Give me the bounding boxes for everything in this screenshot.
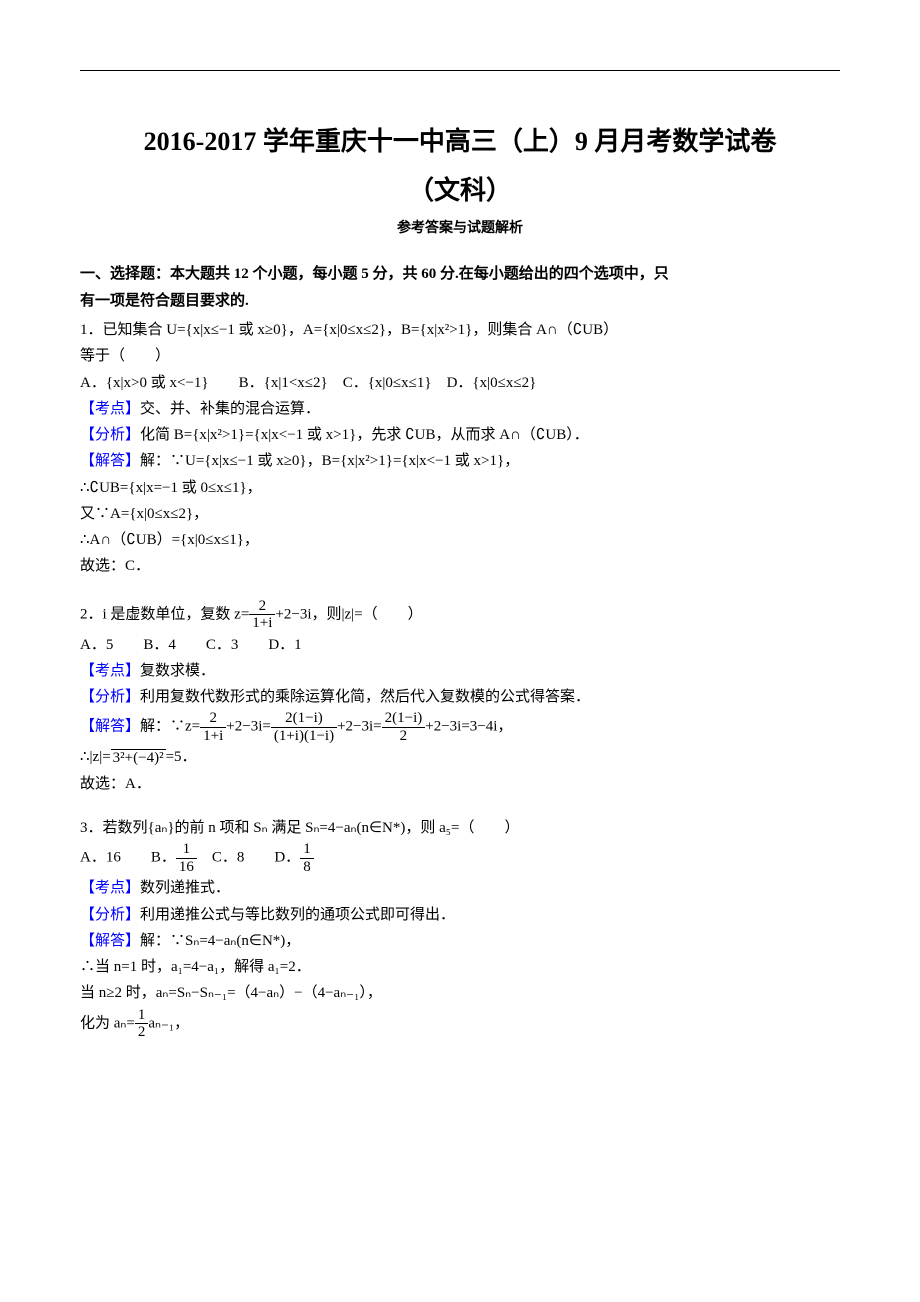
q3-fracD-den: 8 xyxy=(300,859,314,876)
q2-jd-pre: 解：∵z= xyxy=(140,719,200,735)
kaodian-label: 【考点】 xyxy=(80,880,140,896)
q3-jieda-l2: ∴当 n=1 时，a₁=4−a₁，解得 a₁=2． xyxy=(80,954,840,980)
title-line-2: （文科） xyxy=(80,170,840,207)
q2-jd-mid3: +2−3i=3−4i， xyxy=(425,719,512,735)
q2-jd-mid1: +2−3i= xyxy=(226,719,271,735)
q3-frac-half-num: 1 xyxy=(135,1007,149,1025)
q3-frac-half-den: 2 xyxy=(135,1024,149,1041)
q1-jieda-l3: 又∵A={x|0≤x≤2}， xyxy=(80,501,840,527)
fenxi-label: 【分析】 xyxy=(80,907,140,923)
q3-fenxi-text: 利用递推公式与等比数列的通项公式即可得出． xyxy=(140,907,455,923)
q3-fracD-num: 1 xyxy=(300,841,314,859)
q1-stem-l1: 1．已知集合 U={x|x≤−1 或 x≥0}，A={x|0≤x≤2}，B={x… xyxy=(80,317,840,343)
q2-frac3: 2(1−i)(1+i)(1−i) xyxy=(271,710,337,744)
kaodian-label: 【考点】 xyxy=(80,401,140,417)
q2-jd-l2-post: =5． xyxy=(166,749,197,765)
q2-sqrt: 3²+(−4)² xyxy=(111,749,166,766)
q1-jieda-text1: 解：∵U={x|x≤−1 或 x≥0}，B={x|x²>1}={x|x<−1 或… xyxy=(140,453,519,469)
section-1-header: 一、选择题：本大题共 12 个小题，每小题 5 分，共 60 分.在每小题给出的… xyxy=(80,261,840,315)
q2-frac3-den: (1+i)(1−i) xyxy=(271,728,337,745)
q2-stem-pre: 2．i 是虚数单位，复数 z= xyxy=(80,606,249,622)
q3-stem: 3．若数列{aₙ}的前 n 项和 Sₙ 满足 Sₙ=4−aₙ(n∈N*)，则 a… xyxy=(80,815,840,841)
q3-jd-l1: 解：∵Sₙ=4−aₙ(n∈N*)， xyxy=(140,933,300,949)
q1-options: A．{x|x>0 或 x<−1} B．{x|1<x≤2} C．{x|0≤x≤1}… xyxy=(80,370,840,396)
q2-frac3-num: 2(1−i) xyxy=(271,710,337,728)
q3-jd-l4-pre: 化为 aₙ= xyxy=(80,1015,135,1031)
q3-fracB-num: 1 xyxy=(176,841,197,859)
fenxi-label: 【分析】 xyxy=(80,689,140,705)
q3-optA: A．16 B． xyxy=(80,850,176,866)
q1-fenxi-text: 化简 B={x|x²>1}={x|x<−1 或 x>1}，先求 ∁UB，从而求 … xyxy=(140,427,589,443)
q3-jieda-l3: 当 n≥2 时，aₙ=Sₙ−Sₙ₋₁=（4−aₙ）−（4−aₙ₋₁）， xyxy=(80,980,840,1006)
q1-kaodian: 【考点】交、并、补集的混合运算． xyxy=(80,396,840,422)
kaodian-label: 【考点】 xyxy=(80,663,140,679)
q3-optC: C．8 D． xyxy=(197,850,300,866)
q2-jieda-l2: ∴|z|=3²+(−4)²=5． xyxy=(80,744,840,771)
title-line-1: 2016-2017 学年重庆十一中高三（上）9 月月考数学试卷 xyxy=(80,121,840,158)
q2-jd-mid2: +2−3i= xyxy=(337,719,382,735)
section-1-header-l1: 一、选择题：本大题共 12 个小题，每小题 5 分，共 60 分.在每小题给出的… xyxy=(80,266,669,282)
q2-kaodian-text: 复数求模． xyxy=(140,663,215,679)
q1-stem-l2: 等于（ ） xyxy=(80,343,840,369)
q2-frac2-den: 1+i xyxy=(200,728,226,745)
q2-jieda-l3: 故选：A． xyxy=(80,771,840,797)
q3-jieda-l4: 化为 aₙ=12aₙ₋₁， xyxy=(80,1007,840,1041)
q2-jd-l2-pre: ∴|z|= xyxy=(80,749,111,765)
q3-fracB: 116 xyxy=(176,841,197,875)
q3-jd-l4-post: aₙ₋₁， xyxy=(148,1015,189,1031)
q2-frac4-num: 2(1−i) xyxy=(382,710,426,728)
q1-jieda-l1: 【解答】解：∵U={x|x≤−1 或 x≥0}，B={x|x²>1}={x|x<… xyxy=(80,448,840,474)
q3-frac-half: 12 xyxy=(135,1007,149,1041)
q2-frac1-den: 1+i xyxy=(249,615,275,632)
section-1-header-l2: 有一项是符合题目要求的. xyxy=(80,293,249,309)
fenxi-label: 【分析】 xyxy=(80,427,140,443)
q3-options: A．16 B．116 C．8 D．18 xyxy=(80,841,840,875)
q3-kaodian: 【考点】数列递推式． xyxy=(80,875,840,901)
q3-fracD: 18 xyxy=(300,841,314,875)
q2-jieda-l1: 【解答】解：∵z=21+i+2−3i=2(1−i)(1+i)(1−i)+2−3i… xyxy=(80,710,840,744)
q1-kaodian-text: 交、并、补集的混合运算． xyxy=(140,401,320,417)
q3-fracB-den: 16 xyxy=(176,859,197,876)
top-rule xyxy=(80,70,840,71)
q2-frac4-den: 2 xyxy=(382,728,426,745)
q2-fenxi-text: 利用复数代数形式的乘除运算化简，然后代入复数模的公式得答案． xyxy=(140,689,590,705)
q3-kaodian-text: 数列递推式． xyxy=(140,880,230,896)
q2-kaodian: 【考点】复数求模． xyxy=(80,658,840,684)
q3-jieda-l1: 【解答】解：∵Sₙ=4−aₙ(n∈N*)， xyxy=(80,928,840,954)
jieda-label: 【解答】 xyxy=(80,933,140,949)
q2-stem: 2．i 是虚数单位，复数 z=21+i+2−3i，则|z|=（ ） xyxy=(80,598,840,632)
jieda-label: 【解答】 xyxy=(80,719,140,735)
q2-frac1-num: 2 xyxy=(249,598,275,616)
q2-frac1: 21+i xyxy=(249,598,275,632)
q1-jieda-l2: ∴∁UB={x|x=−1 或 0≤x≤1}， xyxy=(80,475,840,501)
q2-frac4: 2(1−i)2 xyxy=(382,710,426,744)
q3-fenxi: 【分析】利用递推公式与等比数列的通项公式即可得出． xyxy=(80,902,840,928)
q2-frac2: 21+i xyxy=(200,710,226,744)
q2-fenxi: 【分析】利用复数代数形式的乘除运算化简，然后代入复数模的公式得答案． xyxy=(80,684,840,710)
q2-options: A．5 B．4 C．3 D．1 xyxy=(80,632,840,658)
q2-frac2-num: 2 xyxy=(200,710,226,728)
q2-stem-post: +2−3i，则|z|=（ ） xyxy=(275,606,422,622)
jieda-label: 【解答】 xyxy=(80,453,140,469)
q1-jieda-l5: 故选：C． xyxy=(80,553,840,579)
q1-jieda-l4: ∴A∩（∁UB）={x|0≤x≤1}， xyxy=(80,527,840,553)
q1-fenxi: 【分析】化简 B={x|x²>1}={x|x<−1 或 x>1}，先求 ∁UB，… xyxy=(80,422,840,448)
subtitle: 参考答案与试题解析 xyxy=(80,217,840,237)
